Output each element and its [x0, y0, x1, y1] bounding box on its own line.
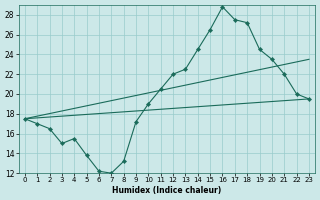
X-axis label: Humidex (Indice chaleur): Humidex (Indice chaleur) — [112, 186, 221, 195]
